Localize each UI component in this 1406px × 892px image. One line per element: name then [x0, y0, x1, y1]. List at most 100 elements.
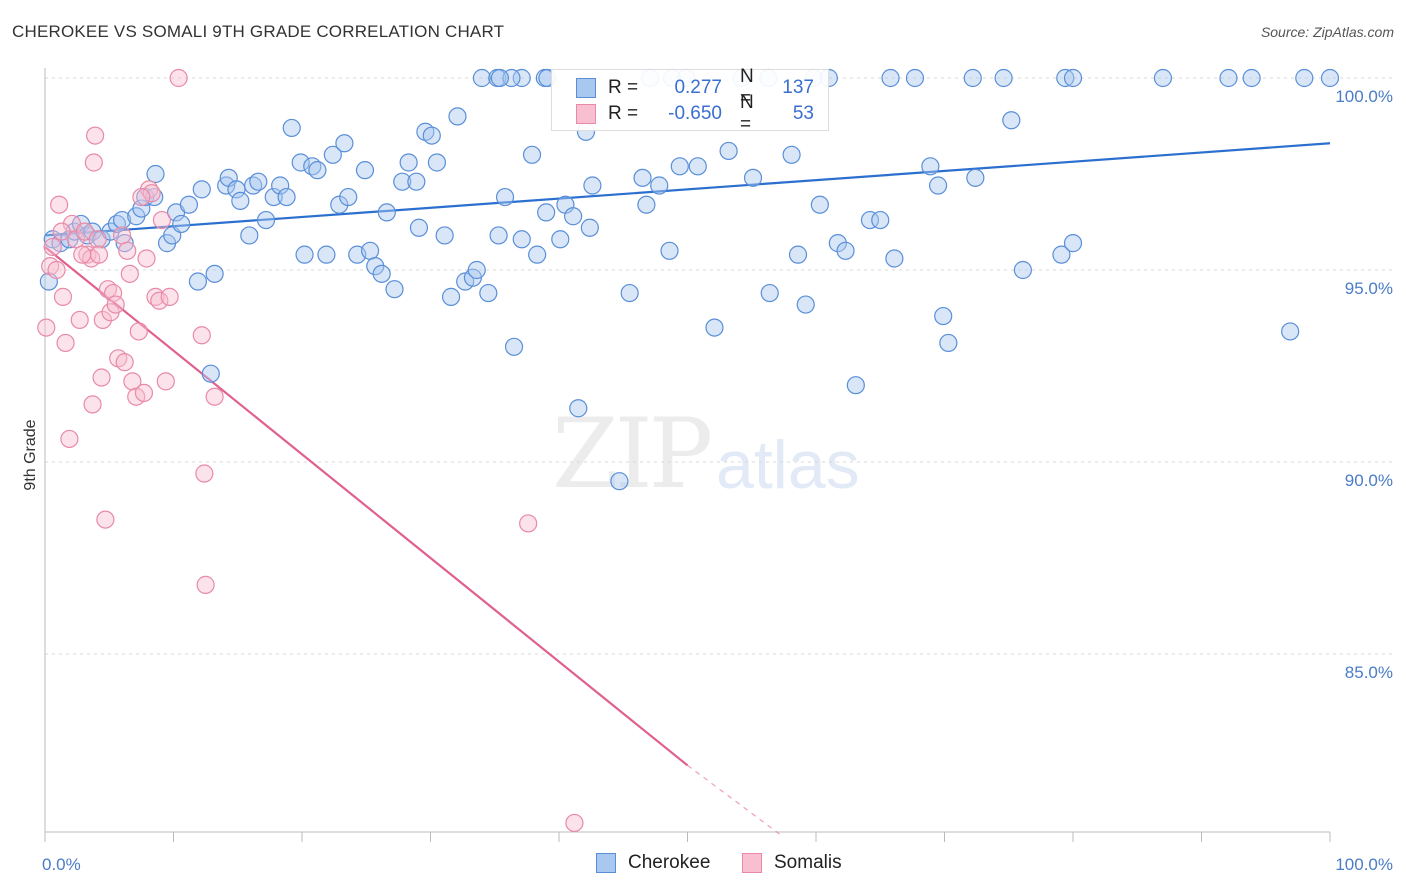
data-point-cherokee: [240, 226, 259, 245]
data-point-cherokee: [1063, 68, 1083, 88]
data-point-cherokee: [231, 191, 250, 210]
data-point-somalis: [53, 287, 73, 306]
data-point-cherokee: [743, 168, 763, 187]
data-point-cherokee: [399, 153, 418, 172]
bottom-legend-cherokee: Cherokee: [596, 852, 710, 874]
data-point-somalis: [156, 372, 175, 391]
data-point-cherokee: [490, 68, 509, 88]
data-point-somalis: [92, 368, 111, 387]
data-point-cherokee: [921, 157, 940, 176]
legend-n-label: N =: [740, 92, 754, 135]
data-point-cherokee: [846, 376, 865, 395]
data-point-cherokee: [192, 180, 211, 199]
data-point-somalis: [70, 310, 89, 330]
data-point-somalis: [137, 249, 156, 268]
data-point-cherokee: [172, 214, 191, 234]
data-point-cherokee: [361, 241, 380, 260]
data-point-cherokee: [522, 145, 542, 164]
data-point-cherokee: [1153, 68, 1173, 88]
data-point-cherokee: [810, 195, 829, 214]
data-point-cherokee: [860, 210, 880, 230]
data-point-cherokee: [1320, 68, 1340, 88]
data-point-somalis: [93, 310, 112, 330]
data-point-somalis: [150, 291, 169, 310]
data-point-cherokee: [994, 68, 1013, 88]
legend-n-value: 137: [782, 77, 814, 98]
data-point-cherokee: [928, 176, 948, 195]
data-point-somalis: [160, 287, 179, 306]
data-point-cherokee: [719, 141, 738, 161]
data-point-cherokee: [871, 210, 890, 230]
legend-r-label: R =: [608, 103, 639, 124]
data-point-somalis: [37, 318, 56, 337]
data-point-somalis: [196, 575, 215, 594]
data-point-somalis: [47, 260, 66, 280]
data-point-cherokee: [377, 203, 396, 222]
data-point-cherokee: [201, 364, 220, 383]
y-axis-title: 9th Grade: [22, 419, 39, 490]
data-point-cherokee: [688, 157, 707, 176]
data-point-somalis: [134, 383, 154, 402]
bottom-legend-somalis: Somalis: [742, 852, 842, 874]
data-point-cherokee: [885, 249, 904, 268]
data-point-cherokee: [1002, 111, 1021, 130]
data-point-cherokee: [271, 176, 290, 195]
y-tick-label: 90.0%: [1345, 471, 1393, 490]
data-point-somalis: [123, 372, 142, 391]
data-point-cherokee: [963, 68, 982, 88]
data-point-cherokee: [580, 218, 599, 237]
data-point-cherokee: [308, 161, 327, 180]
data-point-somalis: [84, 153, 103, 172]
data-point-cherokee: [528, 245, 547, 264]
legend-swatch-cherokee: [576, 78, 596, 98]
data-point-cherokee: [782, 145, 801, 164]
data-point-cherokee: [448, 107, 467, 126]
data-point-cherokee: [828, 234, 847, 253]
label-layer: 85.0% 90.0% 95.0% 100.0% 0.0% 100.0% 9th Grade: [22, 87, 1393, 874]
trend-line-cherokee: [44, 142, 1331, 237]
legend-n-label: N =: [740, 66, 754, 109]
points-layer: [37, 68, 1340, 833]
data-point-cherokee: [760, 283, 779, 303]
axis-layer: [44, 68, 1331, 842]
data-point-somalis: [56, 333, 75, 353]
trend-line-somalis: [44, 246, 689, 767]
data-point-cherokee: [277, 187, 296, 207]
bottom-legend-label-somalis: Somalis: [774, 852, 842, 873]
data-point-cherokee: [796, 295, 815, 314]
data-point-cherokee: [422, 126, 441, 145]
data-point-somalis: [112, 226, 132, 245]
data-point-cherokee: [323, 145, 342, 164]
trend-layer: [44, 142, 1331, 835]
data-point-cherokee: [512, 230, 531, 249]
data-point-cherokee: [256, 210, 276, 230]
data-point-cherokee: [637, 195, 656, 214]
data-point-cherokee: [409, 218, 429, 237]
y-tick-label: 85.0%: [1345, 663, 1393, 682]
data-point-somalis: [106, 295, 125, 314]
series-cherokee: [39, 68, 1340, 491]
data-point-cherokee: [660, 241, 679, 260]
grid-layer: [45, 77, 1395, 655]
data-point-cherokee: [291, 153, 310, 172]
data-point-somalis: [96, 510, 115, 529]
data-point-somalis: [104, 283, 123, 303]
data-point-somalis: [89, 245, 109, 264]
data-point-cherokee: [512, 68, 531, 88]
data-point-cherokee: [205, 264, 224, 283]
data-point-cherokee: [620, 283, 639, 303]
data-point-cherokee: [393, 172, 412, 191]
data-point-cherokee: [472, 68, 491, 88]
bottom-legend-swatch-cherokee: [596, 853, 616, 873]
data-point-cherokee: [372, 264, 391, 283]
y-tick-label: 100.0%: [1335, 87, 1393, 106]
data-point-cherokee: [881, 68, 900, 88]
legend-r-value: -0.650: [668, 103, 722, 124]
data-point-cherokee: [788, 245, 808, 264]
data-point-somalis: [129, 322, 148, 341]
data-point-somalis: [195, 464, 214, 483]
watermark-atlas: atlas: [716, 427, 860, 503]
data-point-somalis: [88, 230, 107, 249]
data-point-cherokee: [564, 207, 583, 226]
data-point-cherokee: [249, 172, 268, 191]
